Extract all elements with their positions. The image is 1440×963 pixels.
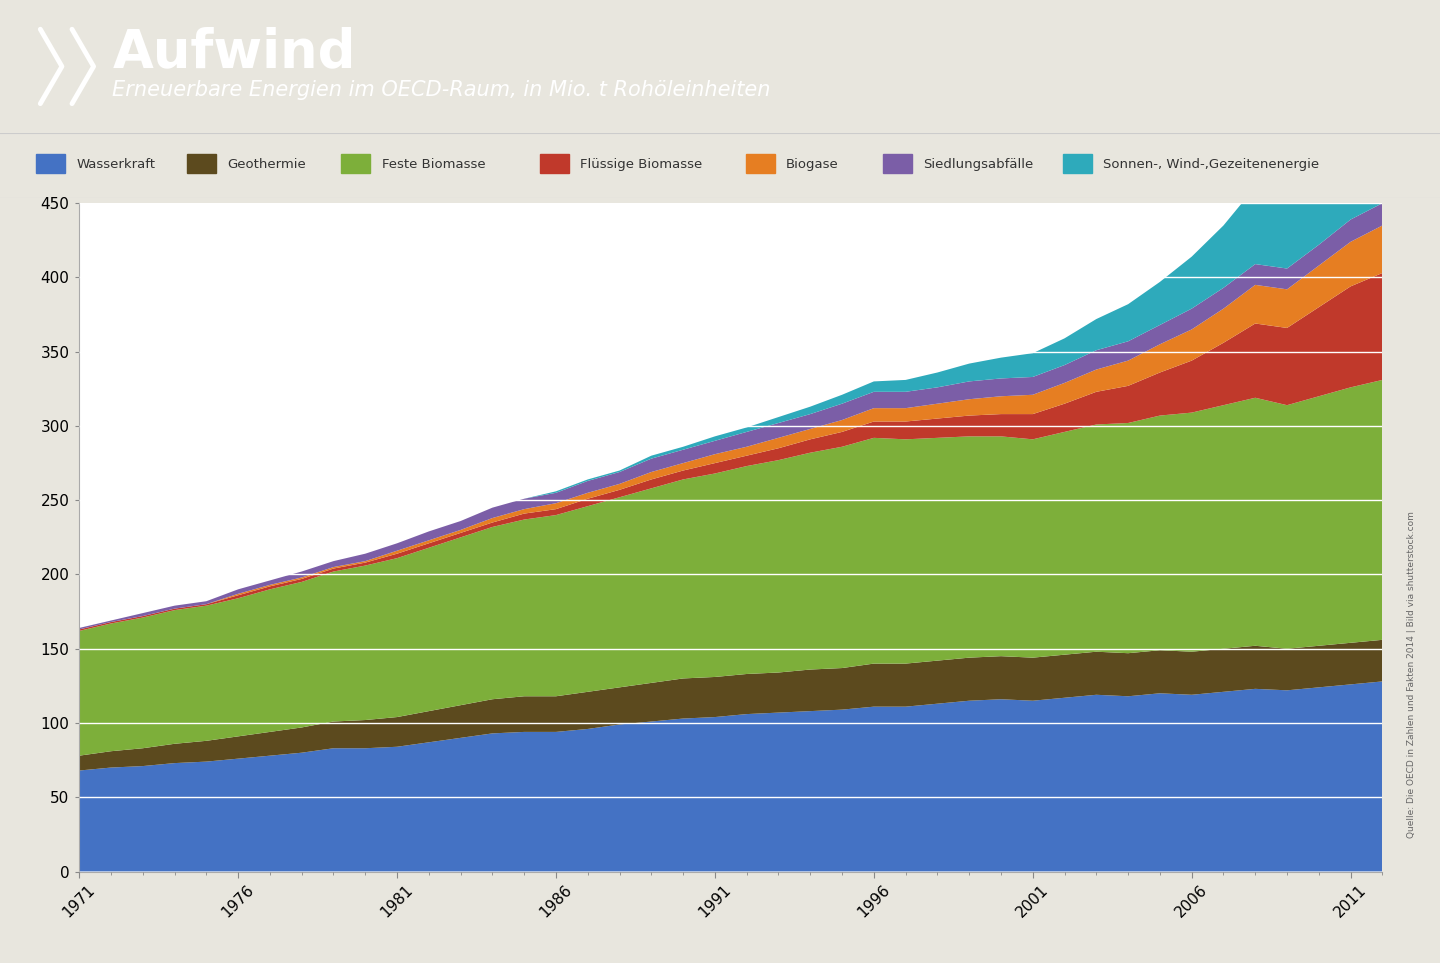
Bar — [341, 154, 370, 173]
Bar — [883, 154, 912, 173]
Bar — [1063, 154, 1092, 173]
Bar — [540, 154, 569, 173]
Text: Siedlungsabfälle: Siedlungsabfälle — [923, 158, 1034, 170]
Text: Geothermie: Geothermie — [228, 158, 307, 170]
Text: Feste Biomasse: Feste Biomasse — [382, 158, 485, 170]
Bar — [36, 154, 65, 173]
Text: Quelle: Die OECD in Zahlen und Fakten 2014 | Bild via shutterstock.com: Quelle: Die OECD in Zahlen und Fakten 20… — [1407, 511, 1416, 838]
Text: Aufwind: Aufwind — [112, 27, 356, 79]
Text: Flüssige Biomasse: Flüssige Biomasse — [580, 158, 703, 170]
Text: Sonnen-, Wind-,Gezeitenenergie: Sonnen-, Wind-,Gezeitenenergie — [1103, 158, 1319, 170]
Text: Wasserkraft: Wasserkraft — [76, 158, 156, 170]
Bar — [187, 154, 216, 173]
Text: Biogase: Biogase — [786, 158, 840, 170]
Bar — [746, 154, 775, 173]
Text: Erneuerbare Energien im OECD-Raum, in Mio. t Rohöleinheiten: Erneuerbare Energien im OECD-Raum, in Mi… — [112, 80, 770, 99]
